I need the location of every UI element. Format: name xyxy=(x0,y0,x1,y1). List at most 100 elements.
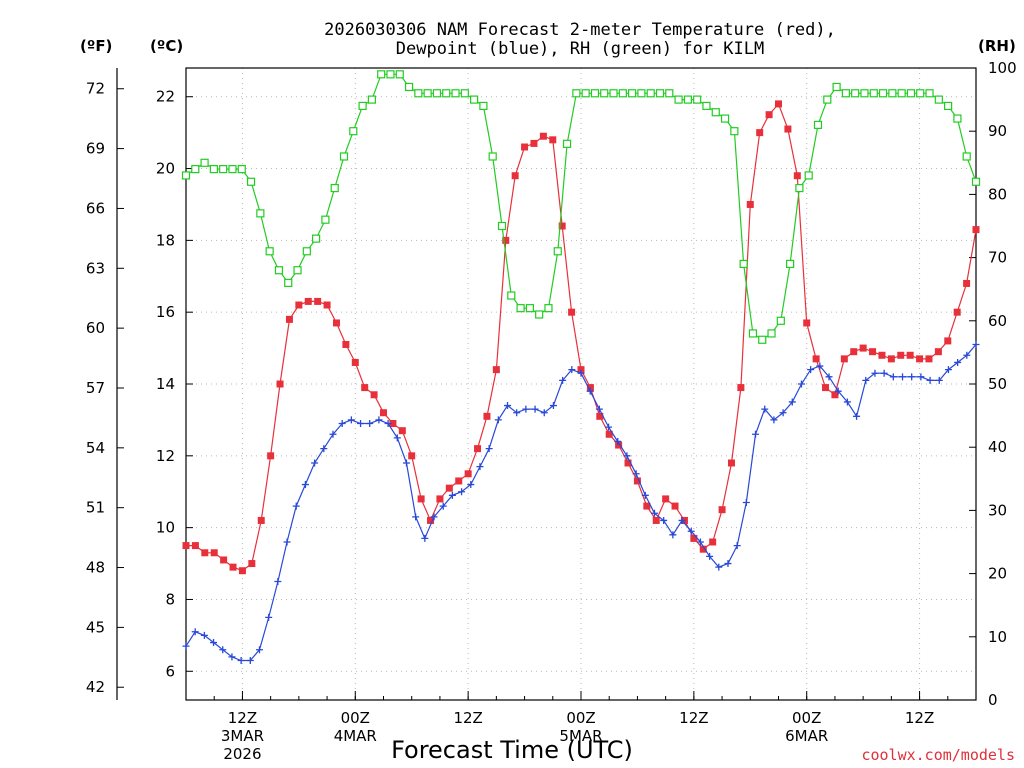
temperature-point xyxy=(643,502,651,510)
temperature-point xyxy=(850,348,858,356)
rh-point xyxy=(813,120,823,129)
temperature-point xyxy=(417,495,425,503)
dewpoint-point xyxy=(274,578,282,585)
temperature-point xyxy=(455,477,463,485)
dewpoint-point xyxy=(623,452,631,460)
fahrenheit-tick-label: 69 xyxy=(86,140,105,158)
dewpoint-point xyxy=(265,613,273,621)
rh-point xyxy=(321,215,330,224)
rh-point xyxy=(646,89,655,98)
dewpoint-point xyxy=(696,538,704,546)
rh-point xyxy=(395,70,404,79)
rh-point xyxy=(832,82,841,92)
dewpoint-point xyxy=(871,369,879,377)
temperature-point xyxy=(859,344,867,352)
celsius-tick-label: 8 xyxy=(165,590,175,608)
temperature-point xyxy=(953,308,961,316)
dewpoint-point xyxy=(586,387,594,395)
rh-point xyxy=(786,259,795,269)
dewpoint-point xyxy=(577,369,585,377)
rh-point xyxy=(525,304,534,313)
rh-point xyxy=(776,316,785,325)
dewpoint-point xyxy=(494,416,502,424)
x-tick-label-time: 00Z xyxy=(341,709,370,727)
rh-point xyxy=(860,89,869,98)
dewpoint-point xyxy=(889,373,897,381)
rh-point xyxy=(897,89,906,98)
rh-point xyxy=(386,70,395,79)
rh-point xyxy=(906,89,916,98)
temperature-point xyxy=(248,560,256,568)
dewpoint-point xyxy=(504,402,512,410)
temperature-point xyxy=(831,391,839,399)
temperature-point xyxy=(963,279,971,287)
fahrenheit-tick-label: 42 xyxy=(86,678,105,696)
rh-point xyxy=(758,335,767,344)
rh-point xyxy=(655,89,665,98)
rh-point xyxy=(869,89,878,98)
temperature-point xyxy=(727,459,735,467)
rh-point xyxy=(683,95,692,104)
dewpoint-point xyxy=(908,373,916,381)
chart-title-line2: Dewpoint (blue), RH (green) for KILM xyxy=(396,39,764,59)
temperature-point xyxy=(737,384,745,392)
dewpoint-point xyxy=(944,366,952,374)
rh-point xyxy=(739,259,748,269)
dewpoint-point xyxy=(200,631,208,639)
temperature-point xyxy=(972,226,980,234)
dewpoint-point xyxy=(522,405,530,413)
dewpoint-point xyxy=(862,376,870,384)
dewpoint-point xyxy=(706,552,714,560)
dewpoint-point xyxy=(770,416,778,424)
temperature-point xyxy=(775,100,782,108)
temperature-point xyxy=(210,549,218,557)
temperature-point xyxy=(897,351,905,359)
rh-tick-label: 80 xyxy=(988,185,1007,203)
fahrenheit-tick-label: 51 xyxy=(86,499,105,517)
rh-point xyxy=(302,247,311,256)
dewpoint-point xyxy=(439,502,447,510)
rh-point xyxy=(535,310,544,319)
temperature-point xyxy=(558,222,566,230)
rh-point xyxy=(479,101,488,111)
dewpoint-point xyxy=(733,542,741,550)
x-tick-label-time: 12Z xyxy=(679,709,708,727)
temperature-point xyxy=(586,384,594,392)
rh-point xyxy=(971,177,981,186)
rh-point xyxy=(442,89,451,98)
rh-point xyxy=(488,152,497,161)
rh-point xyxy=(414,89,423,98)
rh-tick-label: 20 xyxy=(988,565,1007,583)
rh-point xyxy=(953,114,962,123)
rh-tick-label: 10 xyxy=(988,628,1007,646)
dewpoint-point xyxy=(788,398,796,406)
rh-point xyxy=(609,89,618,98)
temperature-point xyxy=(276,380,284,388)
celsius-tick-label: 16 xyxy=(156,303,175,321)
dewpoint-point xyxy=(421,534,429,542)
x-tick-label-date: 5MAR xyxy=(559,727,602,745)
dewpoint-point xyxy=(724,560,732,568)
temperature-point xyxy=(662,495,670,503)
temperature-point xyxy=(539,132,547,140)
grid-layer xyxy=(186,68,976,700)
celsius-tick-label: 10 xyxy=(156,519,175,537)
x-axis-title: Forecast Time (UTC) xyxy=(391,736,633,764)
temperature-point xyxy=(624,459,632,467)
temperature-point xyxy=(840,355,848,363)
rh-point xyxy=(312,234,321,243)
rh-point xyxy=(720,114,730,123)
dewpoint-point xyxy=(357,420,365,427)
temperature-point xyxy=(765,111,773,119)
rh-point xyxy=(572,89,581,98)
temperature-point xyxy=(596,412,604,420)
dewpoint-point xyxy=(384,420,392,427)
temperature-point xyxy=(427,516,435,524)
rh-point xyxy=(711,108,720,117)
rh-point xyxy=(256,209,265,218)
temperature-point xyxy=(718,506,726,514)
rh-point xyxy=(237,165,246,174)
dewpoint-point xyxy=(807,366,815,374)
rh-point xyxy=(618,89,627,98)
dewpoint-point xyxy=(219,646,227,654)
